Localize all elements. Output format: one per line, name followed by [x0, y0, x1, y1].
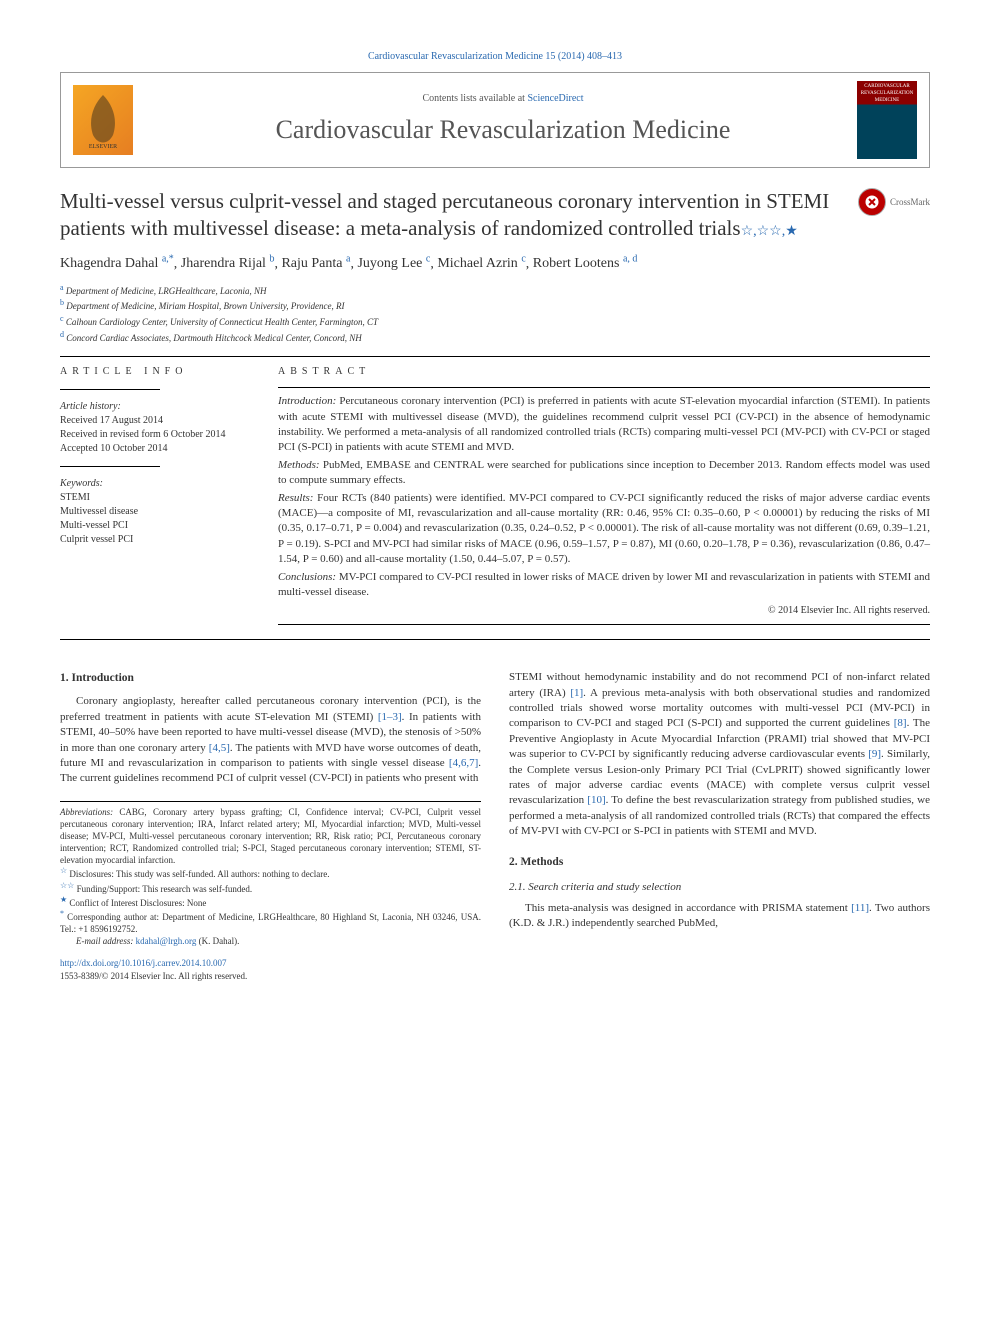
abstract-heading: ABSTRACT	[278, 365, 930, 379]
keyword: Multivessel disease	[60, 505, 250, 519]
author-affil-link[interactable]: a,*	[162, 254, 174, 265]
affiliations: a Department of Medicine, LRGHealthcare,…	[60, 282, 930, 344]
crossmark-label: CrossMark	[890, 196, 930, 209]
author: Raju Panta a	[281, 256, 350, 271]
right-column: STEMI without hemodynamic instability an…	[509, 670, 930, 982]
affiliation: b Department of Medicine, Miriam Hospita…	[60, 297, 930, 313]
doi-block: http://dx.doi.org/10.1016/j.carrev.2014.…	[60, 957, 481, 982]
history-label: Article history:	[60, 400, 250, 414]
article-info-column: ARTICLE INFO Article history: Received 1…	[60, 365, 250, 631]
keyword: Culprit vessel PCI	[60, 533, 250, 547]
abbreviations: Abbreviations: CABG, Coronary artery byp…	[60, 806, 481, 867]
author-affil-link[interactable]: c	[426, 254, 430, 265]
history-item: Received in revised form 6 October 2014	[60, 428, 250, 442]
journal-cover-thumbnail: CARDIOVASCULAR REVASCULARIZATION MEDICIN…	[857, 81, 917, 159]
ref-link[interactable]: [8]	[894, 717, 907, 729]
ref-link[interactable]: [10]	[587, 794, 605, 806]
author: Michael Azrin c	[437, 256, 525, 271]
section-1-para-2: STEMI without hemodynamic instability an…	[509, 670, 930, 839]
author: Juyong Lee c	[357, 256, 430, 271]
divider	[60, 639, 930, 640]
email-line: E-mail address: kdahal@lrgh.org (K. Daha…	[60, 935, 481, 947]
disclosures-note: ☆ Disclosures: This study was self-funde…	[60, 866, 481, 880]
divider	[60, 356, 930, 357]
keyword: STEMI	[60, 491, 250, 505]
issn-copyright: 1553-8389/© 2014 Elsevier Inc. All right…	[60, 971, 247, 981]
author-affil-link[interactable]: a, d	[623, 254, 637, 265]
affiliation: c Calhoun Cardiology Center, University …	[60, 313, 930, 329]
history-item: Received 17 August 2014	[60, 414, 250, 428]
ref-link[interactable]: [4,6,7]	[449, 757, 478, 769]
keyword: Multi-vessel PCI	[60, 519, 250, 533]
keywords-label: Keywords:	[60, 477, 250, 491]
abstract-conclusions: Conclusions: MV-PCI compared to CV-PCI r…	[278, 570, 930, 601]
article-info-heading: ARTICLE INFO	[60, 365, 250, 379]
affiliation: a Department of Medicine, LRGHealthcare,…	[60, 282, 930, 298]
author: Khagendra Dahal a,*	[60, 256, 174, 271]
contents-line: Contents lists available at ScienceDirec…	[149, 92, 857, 106]
journal-header: ELSEVIER Contents lists available at Sci…	[60, 72, 930, 168]
ref-link[interactable]: [1]	[570, 687, 583, 699]
sciencedirect-link[interactable]: ScienceDirect	[527, 93, 583, 104]
title-note-markers: ☆,☆☆,★	[741, 224, 798, 239]
svg-text:ELSEVIER: ELSEVIER	[89, 144, 117, 150]
section-1-para-1: Coronary angioplasty, hereafter called p…	[60, 694, 481, 786]
doi-link[interactable]: http://dx.doi.org/10.1016/j.carrev.2014.…	[60, 958, 226, 968]
crossmark-icon	[858, 188, 886, 216]
abstract-column: ABSTRACT Introduction: Percutaneous coro…	[278, 365, 930, 631]
section-1-heading: 1. Introduction	[60, 670, 481, 686]
history-item: Accepted 10 October 2014	[60, 442, 250, 456]
section-2-heading: 2. Methods	[509, 854, 930, 870]
coi-note: ★ Conflict of Interest Disclosures: None	[60, 895, 481, 909]
section-2-1-para-1: This meta-analysis was designed in accor…	[509, 901, 930, 932]
abstract-intro: Introduction: Percutaneous coronary inte…	[278, 394, 930, 456]
ref-link[interactable]: [1–3]	[378, 711, 402, 723]
author-affil-link[interactable]: c	[521, 254, 525, 265]
author: Jharendra Rijal b	[181, 256, 275, 271]
journal-name: Cardiovascular Revascularization Medicin…	[149, 112, 857, 148]
author-affil-link[interactable]: a	[346, 254, 350, 265]
affiliation: d Concord Cardiac Associates, Dartmouth …	[60, 329, 930, 345]
author-list: Khagendra Dahal a,*, Jharendra Rijal b, …	[60, 253, 930, 274]
ref-link[interactable]: [11]	[851, 902, 869, 914]
article-title: Multi-vessel versus culprit-vessel and s…	[60, 188, 848, 243]
email-link[interactable]: kdahal@lrgh.org	[136, 936, 197, 946]
ref-link[interactable]: [4,5]	[209, 742, 230, 754]
abstract-results: Results: Four RCTs (840 patients) were i…	[278, 491, 930, 568]
left-column: 1. Introduction Coronary angioplasty, he…	[60, 670, 481, 982]
abstract-methods: Methods: PubMed, EMBASE and CENTRAL were…	[278, 458, 930, 489]
citation-link[interactable]: Cardiovascular Revascularization Medicin…	[368, 51, 622, 62]
ref-link[interactable]: [9]	[868, 748, 881, 760]
footnotes: Abbreviations: CABG, Coronary artery byp…	[60, 801, 481, 948]
copyright: © 2014 Elsevier Inc. All rights reserved…	[278, 604, 930, 618]
author: Robert Lootens a, d	[533, 256, 638, 271]
funding-note: ☆☆ Funding/Support: This research was se…	[60, 881, 481, 895]
crossmark-badge[interactable]: CrossMark	[858, 188, 930, 216]
corresponding-author: * Corresponding author at: Department of…	[60, 909, 481, 935]
section-2-1-heading: 2.1. Search criteria and study selection	[509, 880, 930, 895]
author-affil-link[interactable]: b	[269, 254, 274, 265]
journal-citation: Cardiovascular Revascularization Medicin…	[60, 50, 930, 64]
elsevier-logo: ELSEVIER	[73, 85, 133, 155]
